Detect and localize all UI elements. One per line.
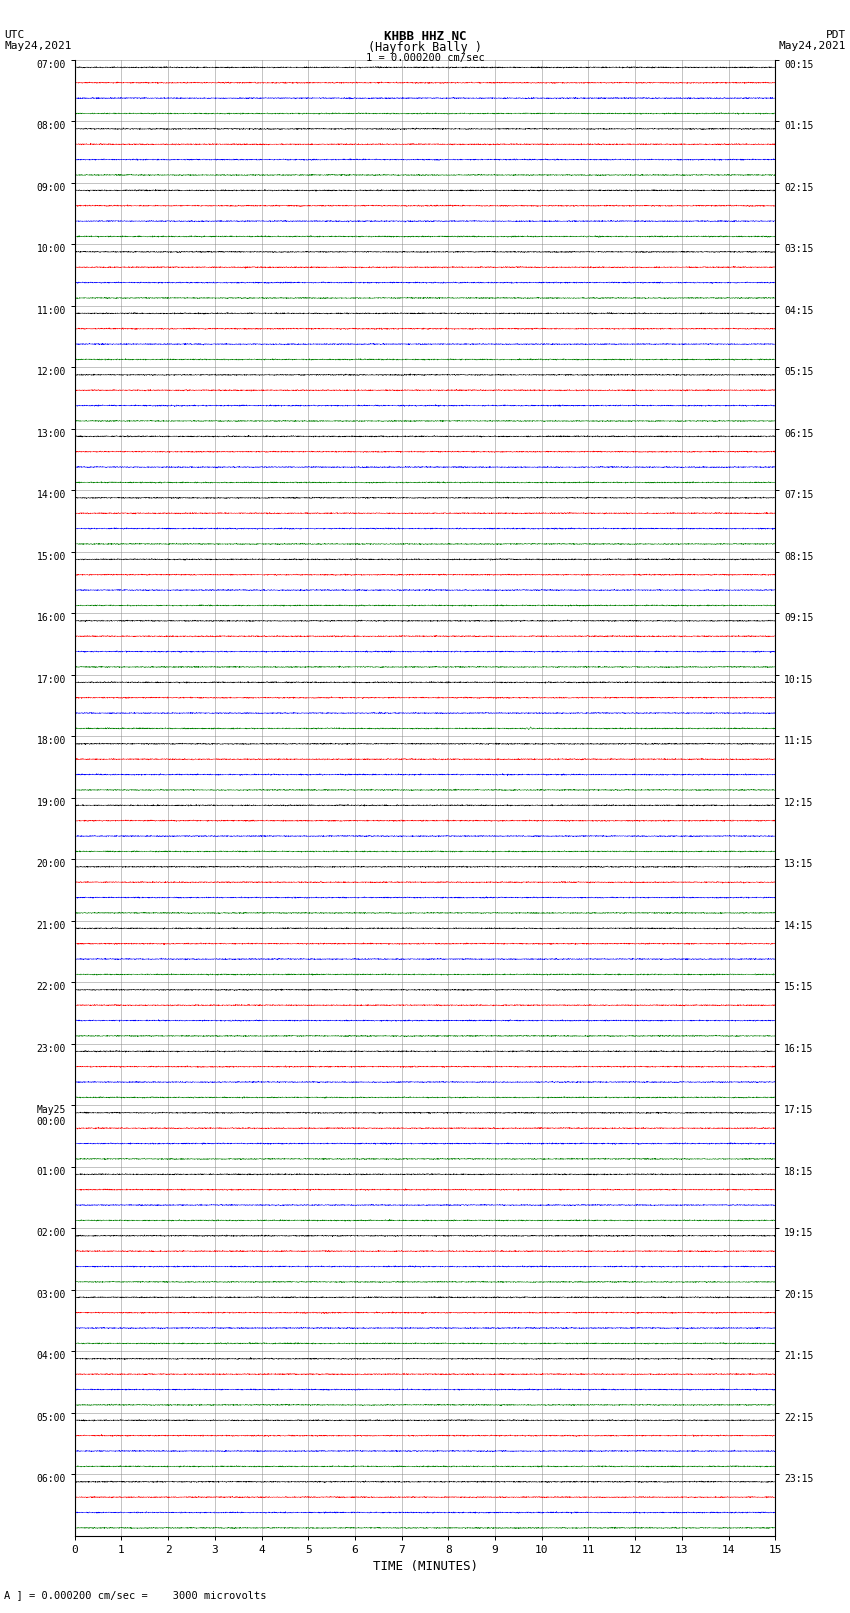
X-axis label: TIME (MINUTES): TIME (MINUTES) — [372, 1560, 478, 1573]
Text: KHBB HHZ NC: KHBB HHZ NC — [383, 31, 467, 44]
Text: May24,2021: May24,2021 — [779, 40, 846, 52]
Text: (Hayfork Bally ): (Hayfork Bally ) — [368, 40, 482, 55]
Text: UTC: UTC — [4, 31, 25, 40]
Text: PDT: PDT — [825, 31, 846, 40]
Text: May24,2021: May24,2021 — [4, 40, 71, 52]
Text: A ] = 0.000200 cm/sec =    3000 microvolts: A ] = 0.000200 cm/sec = 3000 microvolts — [4, 1590, 267, 1600]
Text: 1 = 0.000200 cm/sec: 1 = 0.000200 cm/sec — [366, 53, 484, 63]
